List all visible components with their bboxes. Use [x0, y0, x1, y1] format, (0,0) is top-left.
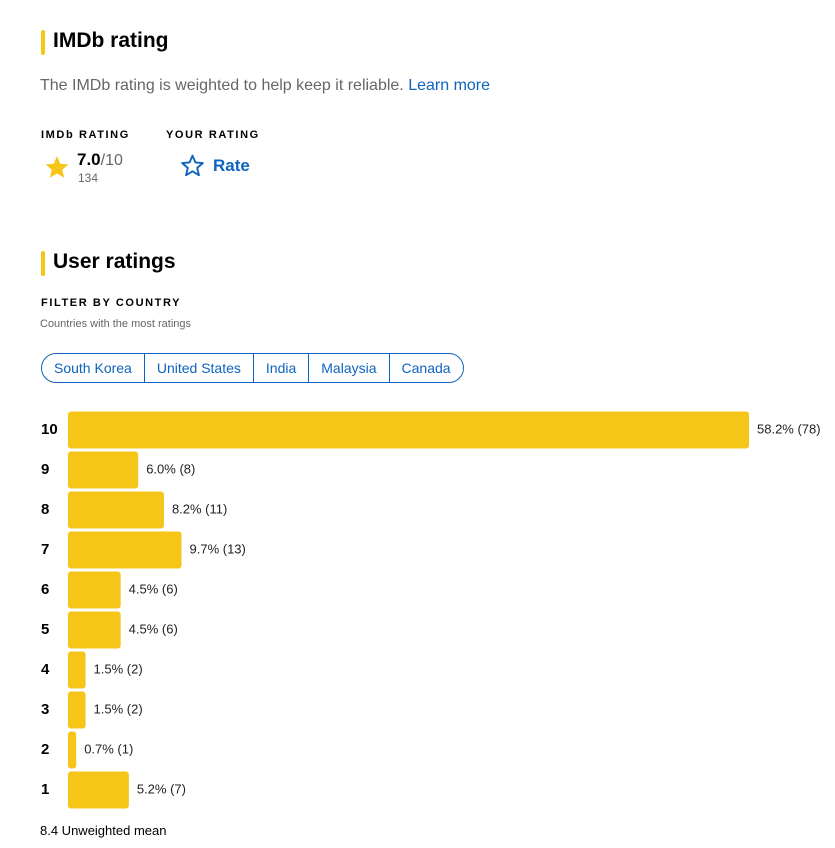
value-label: 1.5% (2) [94, 701, 143, 716]
vote-count: 134 [78, 171, 99, 185]
rating-label: 4 [41, 661, 50, 678]
heading-accent [41, 251, 45, 276]
bar [68, 571, 121, 609]
rate-label: Rate [213, 155, 250, 175]
value-label: 5.2% (7) [137, 781, 186, 796]
learn-more-link[interactable]: Learn more [408, 77, 491, 94]
rating-label: 9 [41, 461, 49, 478]
description: The IMDb rating is weighted to help keep… [40, 77, 404, 94]
section-title: User ratings [53, 250, 176, 273]
section-title: IMDb rating [53, 29, 169, 52]
value-label: 6.0% (8) [146, 461, 195, 476]
your-rating-label: YOUR RATING [166, 129, 260, 141]
bar [68, 731, 77, 769]
rating-row: 7.0/10 [77, 150, 123, 170]
rating-label: 8 [41, 501, 49, 518]
country-chip[interactable]: Malaysia [308, 354, 388, 382]
value-label: 4.5% (6) [129, 581, 178, 596]
filter-hint: Countries with the most ratings [40, 318, 192, 330]
star-icon [45, 156, 69, 178]
description-row: The IMDb rating is weighted to help keep… [40, 77, 490, 95]
country-filter: South Korea United States India Malaysia Can… [41, 353, 464, 383]
star-outline-icon [181, 154, 204, 177]
value-label: 9.7% (13) [190, 541, 246, 556]
rating-label: 6 [41, 581, 49, 598]
value-label: 0.7% (1) [84, 741, 133, 756]
rate-button[interactable]: Rate [180, 153, 250, 178]
country-chip[interactable]: United States [143, 354, 253, 382]
rating-value: 7.0 [77, 150, 101, 169]
rating-label: 2 [41, 741, 49, 758]
bar [68, 771, 129, 809]
bar [68, 651, 86, 689]
country-chip[interactable]: India [252, 354, 308, 382]
value-label: 1.5% (2) [94, 661, 143, 676]
bar [68, 611, 121, 649]
rating-label: 7 [41, 541, 49, 558]
filter-label: FILTER BY COUNTRY [41, 297, 182, 309]
value-label: 4.5% (6) [129, 621, 178, 636]
value-label: 58.2% (78) [757, 421, 821, 436]
unweighted-mean: 8.4 Unweighted mean [40, 823, 167, 838]
bar [68, 691, 86, 729]
imdb-rating-label: IMDb RATING [41, 129, 130, 141]
bar [68, 531, 182, 569]
heading-accent [41, 30, 45, 55]
rating-label: 3 [41, 701, 49, 718]
rating-max: /10 [100, 152, 123, 169]
country-chip[interactable]: South Korea [54, 360, 132, 376]
bar [68, 451, 139, 489]
bar [68, 411, 749, 449]
value-label: 8.2% (11) [172, 501, 227, 516]
rating-label: 1 [41, 781, 49, 798]
rating-label: 5 [41, 621, 49, 638]
country-chip[interactable]: Canada [388, 354, 463, 382]
rating-label: 10 [41, 421, 58, 438]
rating-histogram: 10 58.2% (78) 9 6.0% (8) 8 8.2% (11) 7 9.7% (13… [41, 411, 821, 809]
bar [68, 491, 164, 529]
